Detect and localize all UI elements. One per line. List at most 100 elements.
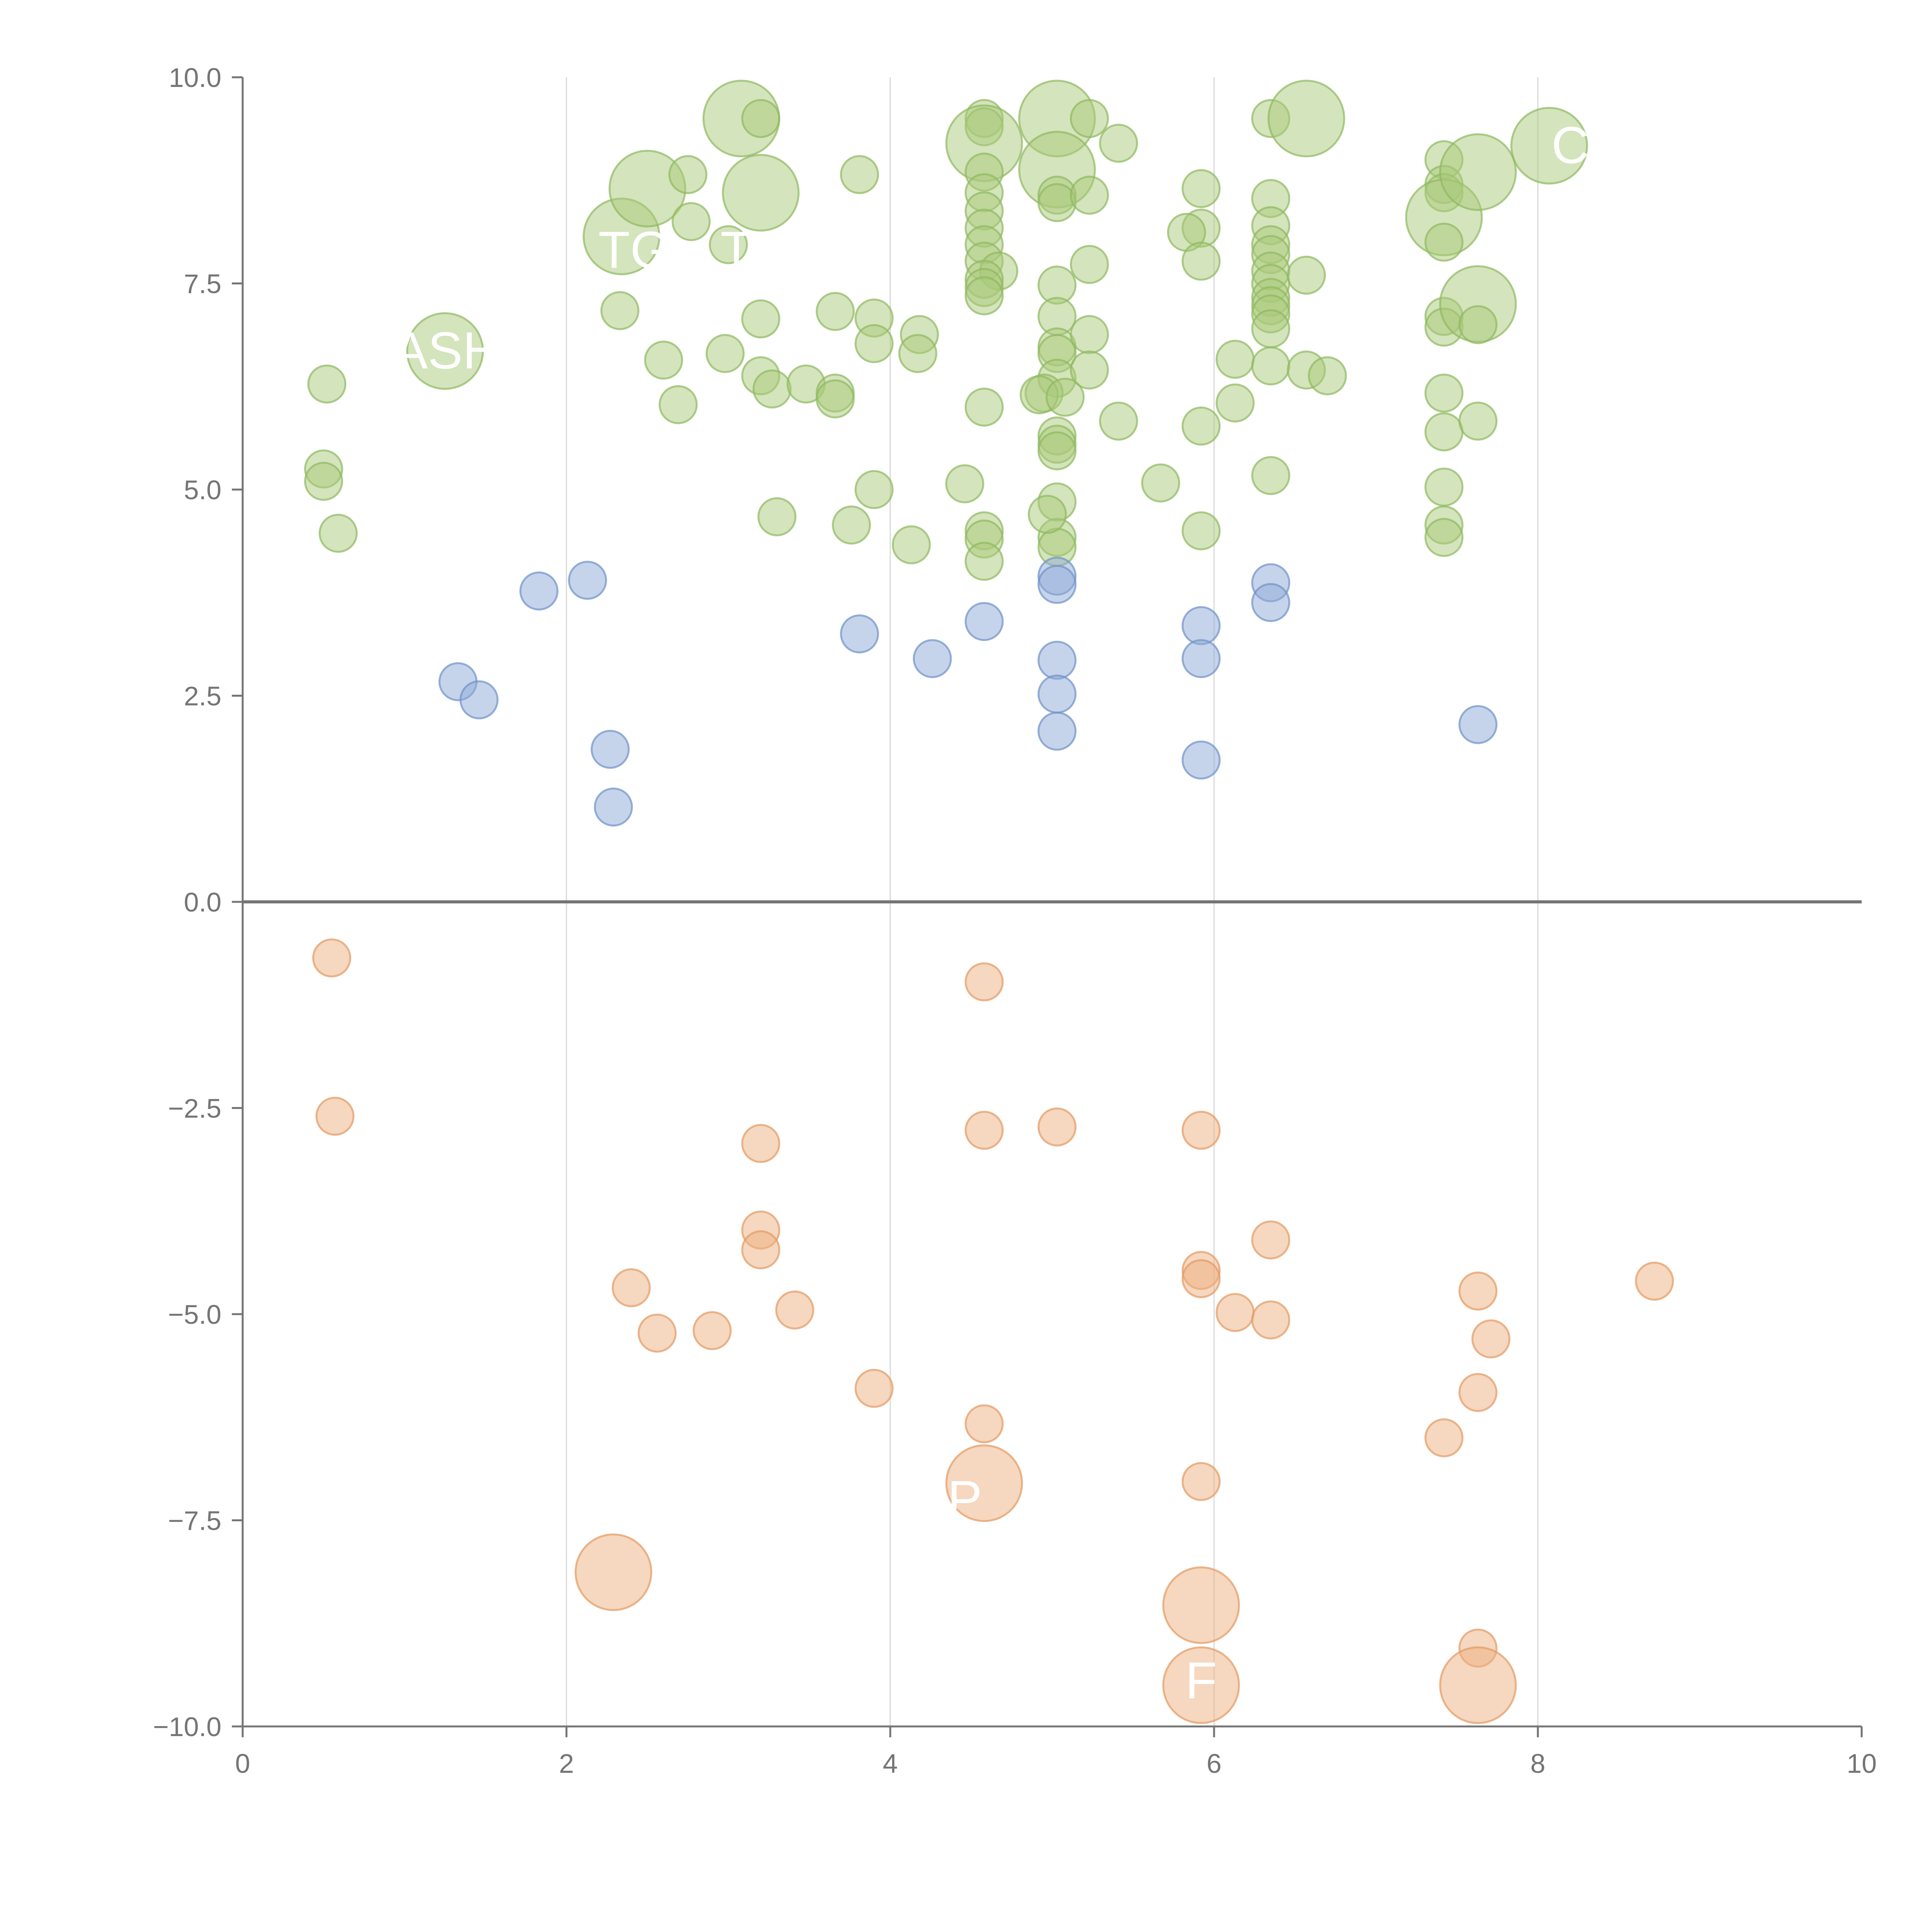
x-tick-label: 10	[1847, 1748, 1877, 1779]
data-point-green	[757, 497, 797, 536]
data-point-green	[816, 379, 855, 418]
series-blue	[438, 556, 1498, 827]
data-point-orange	[575, 1533, 653, 1611]
y-tick-label: −10.0	[153, 1712, 221, 1742]
data-point-green	[1046, 378, 1085, 417]
data-point-green	[832, 505, 871, 545]
data-point-green	[1141, 463, 1180, 503]
data-point-green	[1215, 383, 1255, 423]
data-point-orange	[1458, 1271, 1498, 1311]
data-point-green	[964, 542, 1004, 581]
data-point-green	[964, 276, 1004, 316]
data-point-orange	[775, 1290, 815, 1330]
data-point-orange	[1424, 1418, 1464, 1458]
data-point-blue	[568, 561, 607, 600]
data-point-orange	[612, 1268, 651, 1308]
data-point-green	[722, 154, 800, 232]
y-tick-label: 7.5	[184, 269, 221, 299]
data-point-green	[1251, 346, 1291, 386]
data-point-blue	[1181, 606, 1221, 645]
data-point-orange	[1181, 1111, 1221, 1150]
data-point-green	[672, 202, 711, 241]
data-point-green	[668, 155, 707, 194]
data-point-green	[741, 299, 781, 338]
data-point-green	[1070, 315, 1109, 354]
y-tick-label: −2.5	[168, 1094, 221, 1124]
data-point-green	[1308, 356, 1347, 396]
x-tick-label: 4	[883, 1748, 898, 1779]
data-point-orange	[964, 1404, 1004, 1444]
data-point-green	[1424, 223, 1464, 262]
data-point-orange	[1251, 1220, 1291, 1260]
data-point-orange	[1215, 1293, 1255, 1332]
data-point-orange	[1162, 1566, 1240, 1644]
data-point-green	[1037, 183, 1077, 222]
data-point-green	[1099, 124, 1138, 163]
data-point-green	[307, 364, 347, 404]
data-point-blue	[1458, 705, 1498, 744]
y-tick-label: −7.5	[168, 1506, 221, 1536]
data-point-orange	[1635, 1262, 1674, 1301]
data-point-green	[854, 324, 894, 363]
data-point-blue	[1037, 565, 1077, 604]
data-point-orange	[741, 1124, 781, 1163]
data-point-green	[304, 462, 343, 501]
data-point-orange	[1181, 1259, 1221, 1298]
data-point-green	[1510, 107, 1588, 185]
data-point-blue	[594, 787, 633, 827]
data-point-green	[741, 99, 781, 138]
data-point-green	[1070, 245, 1109, 284]
data-point-blue	[1181, 639, 1221, 678]
point-annotation: T	[721, 221, 752, 279]
data-point-green	[1181, 242, 1221, 281]
data-point-green	[1458, 305, 1498, 344]
data-point-orange	[945, 1444, 1023, 1522]
data-point-orange	[1251, 1300, 1291, 1340]
data-point-blue	[459, 680, 499, 719]
data-point-green	[1070, 350, 1109, 390]
data-point-green	[1181, 406, 1221, 446]
data-point-green	[1070, 175, 1109, 215]
series-orange	[312, 938, 1674, 1724]
data-point-green	[318, 514, 358, 553]
data-point-orange	[964, 962, 1004, 1002]
data-point-blue	[1037, 674, 1077, 714]
series-green	[304, 80, 1588, 581]
data-point-green	[1251, 456, 1291, 495]
data-point-orange	[312, 938, 351, 978]
axes: 10.0 7.5 5.0 2.5 0.0 −2.5 −5.0 −7.5 −10.0 0 2 4 6 8 10	[153, 63, 1877, 1779]
data-point-orange	[315, 1097, 355, 1136]
y-tick-label: 10.0	[169, 63, 221, 93]
data-point-green	[752, 369, 792, 409]
data-point-green	[709, 225, 748, 264]
y-tick-label: 5.0	[184, 475, 221, 505]
data-point-green	[644, 340, 683, 380]
data-point-blue	[840, 614, 879, 653]
data-point-green	[1027, 495, 1067, 534]
data-point-orange	[1439, 1646, 1517, 1724]
data-point-orange	[638, 1313, 677, 1353]
data-point-green	[406, 312, 484, 390]
data-point-green	[945, 464, 985, 503]
data-point-green	[706, 334, 745, 373]
x-tick-label: 8	[1531, 1748, 1546, 1779]
y-tick-label: 2.5	[184, 681, 221, 711]
data-point-orange	[854, 1369, 894, 1408]
data-point-green	[964, 388, 1004, 427]
x-tick-label: 0	[235, 1748, 250, 1779]
y-tick-label: −5.0	[168, 1299, 221, 1330]
data-point-green	[1181, 511, 1221, 551]
data-point-blue	[913, 639, 952, 678]
data-point-green	[1181, 169, 1221, 208]
data-point-green	[1287, 255, 1326, 295]
data-point-green	[1458, 401, 1498, 441]
data-point-blue	[1181, 740, 1221, 780]
data-point-green	[898, 334, 937, 373]
data-point-blue	[519, 571, 559, 611]
data-point-green	[816, 292, 855, 331]
data-point-green	[1424, 518, 1464, 557]
data-point-blue	[1037, 711, 1077, 751]
data-point-green	[1215, 340, 1255, 379]
data-point-green	[1424, 468, 1464, 507]
data-point-green	[891, 525, 931, 565]
